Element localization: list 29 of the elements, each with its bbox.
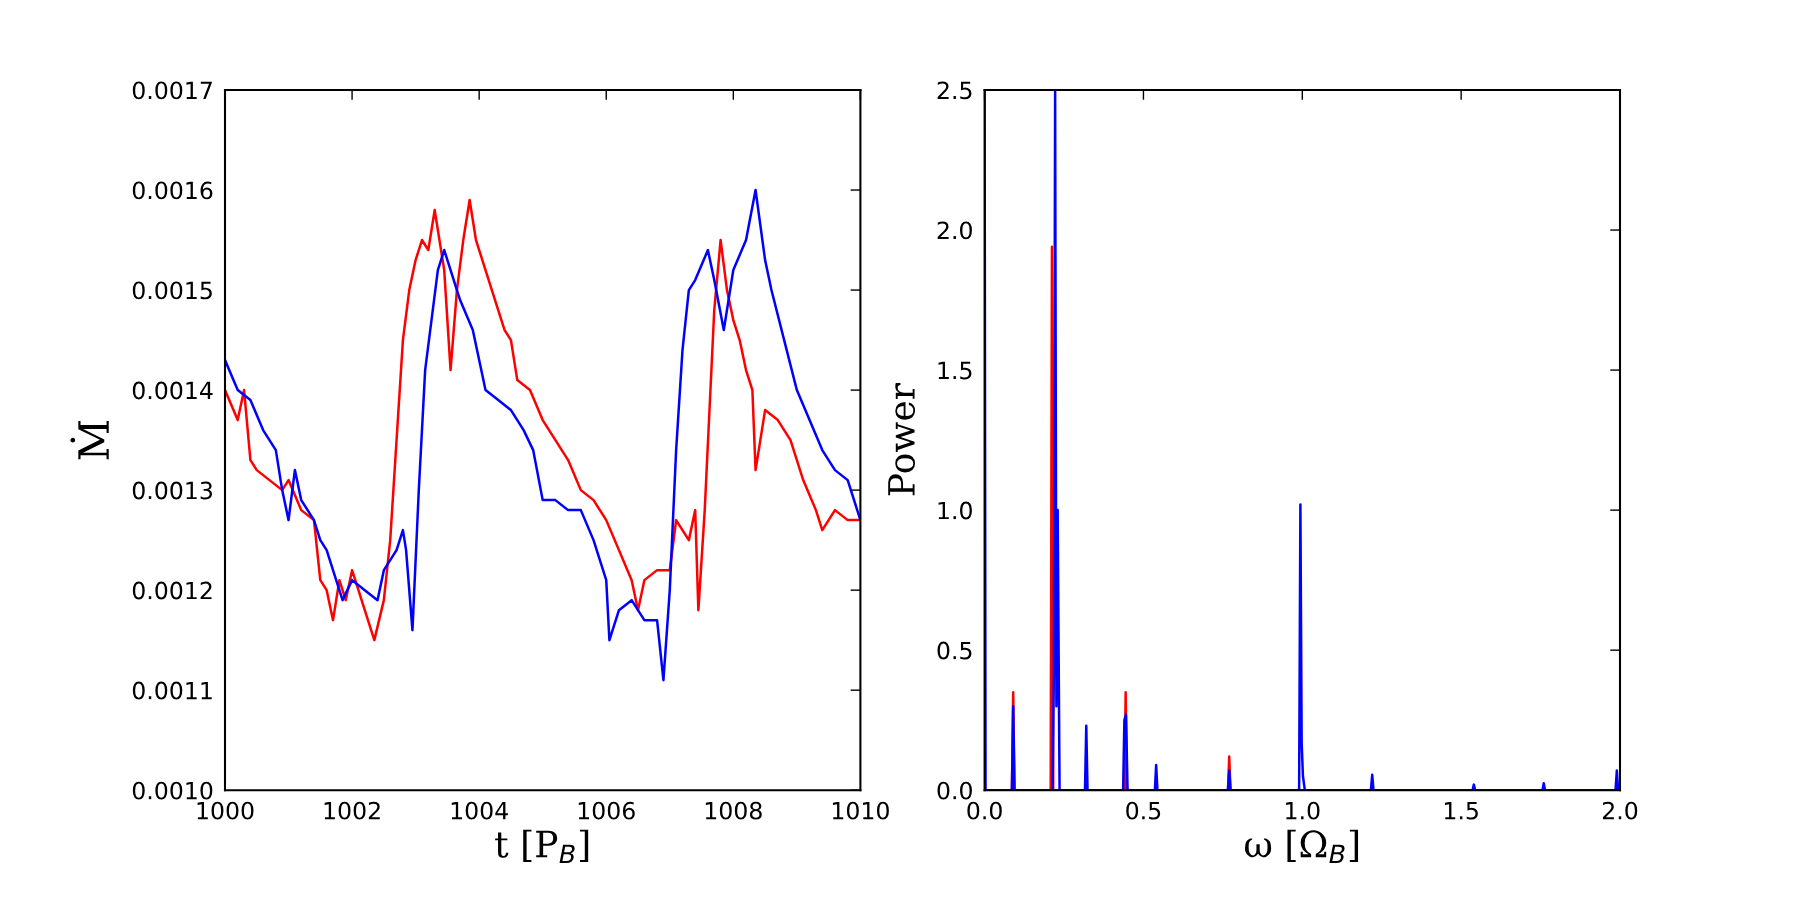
y-tick-label: 1.5 (938, 361, 972, 380)
x-tick-label: 1008 (705, 801, 762, 820)
y-tick-label: 0.0010 (132, 781, 213, 800)
y-tick-label: 1.0 (938, 501, 972, 520)
x-tick-label: 1010 (832, 801, 889, 820)
y-tick-label: 2.0 (937, 221, 972, 240)
y-tick-label: 0.0014 (132, 381, 213, 400)
x-tick-label: 1.5 (1444, 802, 1478, 820)
y-tick-label: 0.0011 (132, 681, 212, 700)
x-tick-label: 0.0 (967, 801, 1002, 820)
x-tick-label: 1000 (197, 801, 254, 820)
y-axis-title: Ṁ (70, 420, 109, 460)
y-tick-label: 0.0012 (132, 581, 212, 600)
x-tick-label: 1006 (578, 801, 635, 820)
y-tick-label: 0.0017 (132, 81, 212, 100)
x-tick-label: 0.5 (1126, 801, 1161, 820)
y-axis-title: Power (888, 383, 916, 496)
x-tick-label: 1.0 (1286, 801, 1320, 820)
y-tick-label: 0.0016 (132, 181, 213, 200)
x-tick-label: 1002 (324, 801, 380, 820)
y-tick-label: 0.0 (937, 781, 972, 800)
y-tick-label: 2.5 (937, 81, 972, 100)
x-tick-label: 1004 (451, 801, 508, 820)
y-tick-label: 0.5 (937, 641, 972, 660)
y-tick-label: 0.0015 (132, 281, 212, 300)
x-axis-title: t [P$_{B}$] (495, 829, 589, 864)
x-tick-label: 2.0 (1602, 801, 1638, 820)
x-axis-title: ω [Ω$_{B}$] (1245, 829, 1359, 864)
y-tick-label: 0.0013 (132, 481, 212, 500)
